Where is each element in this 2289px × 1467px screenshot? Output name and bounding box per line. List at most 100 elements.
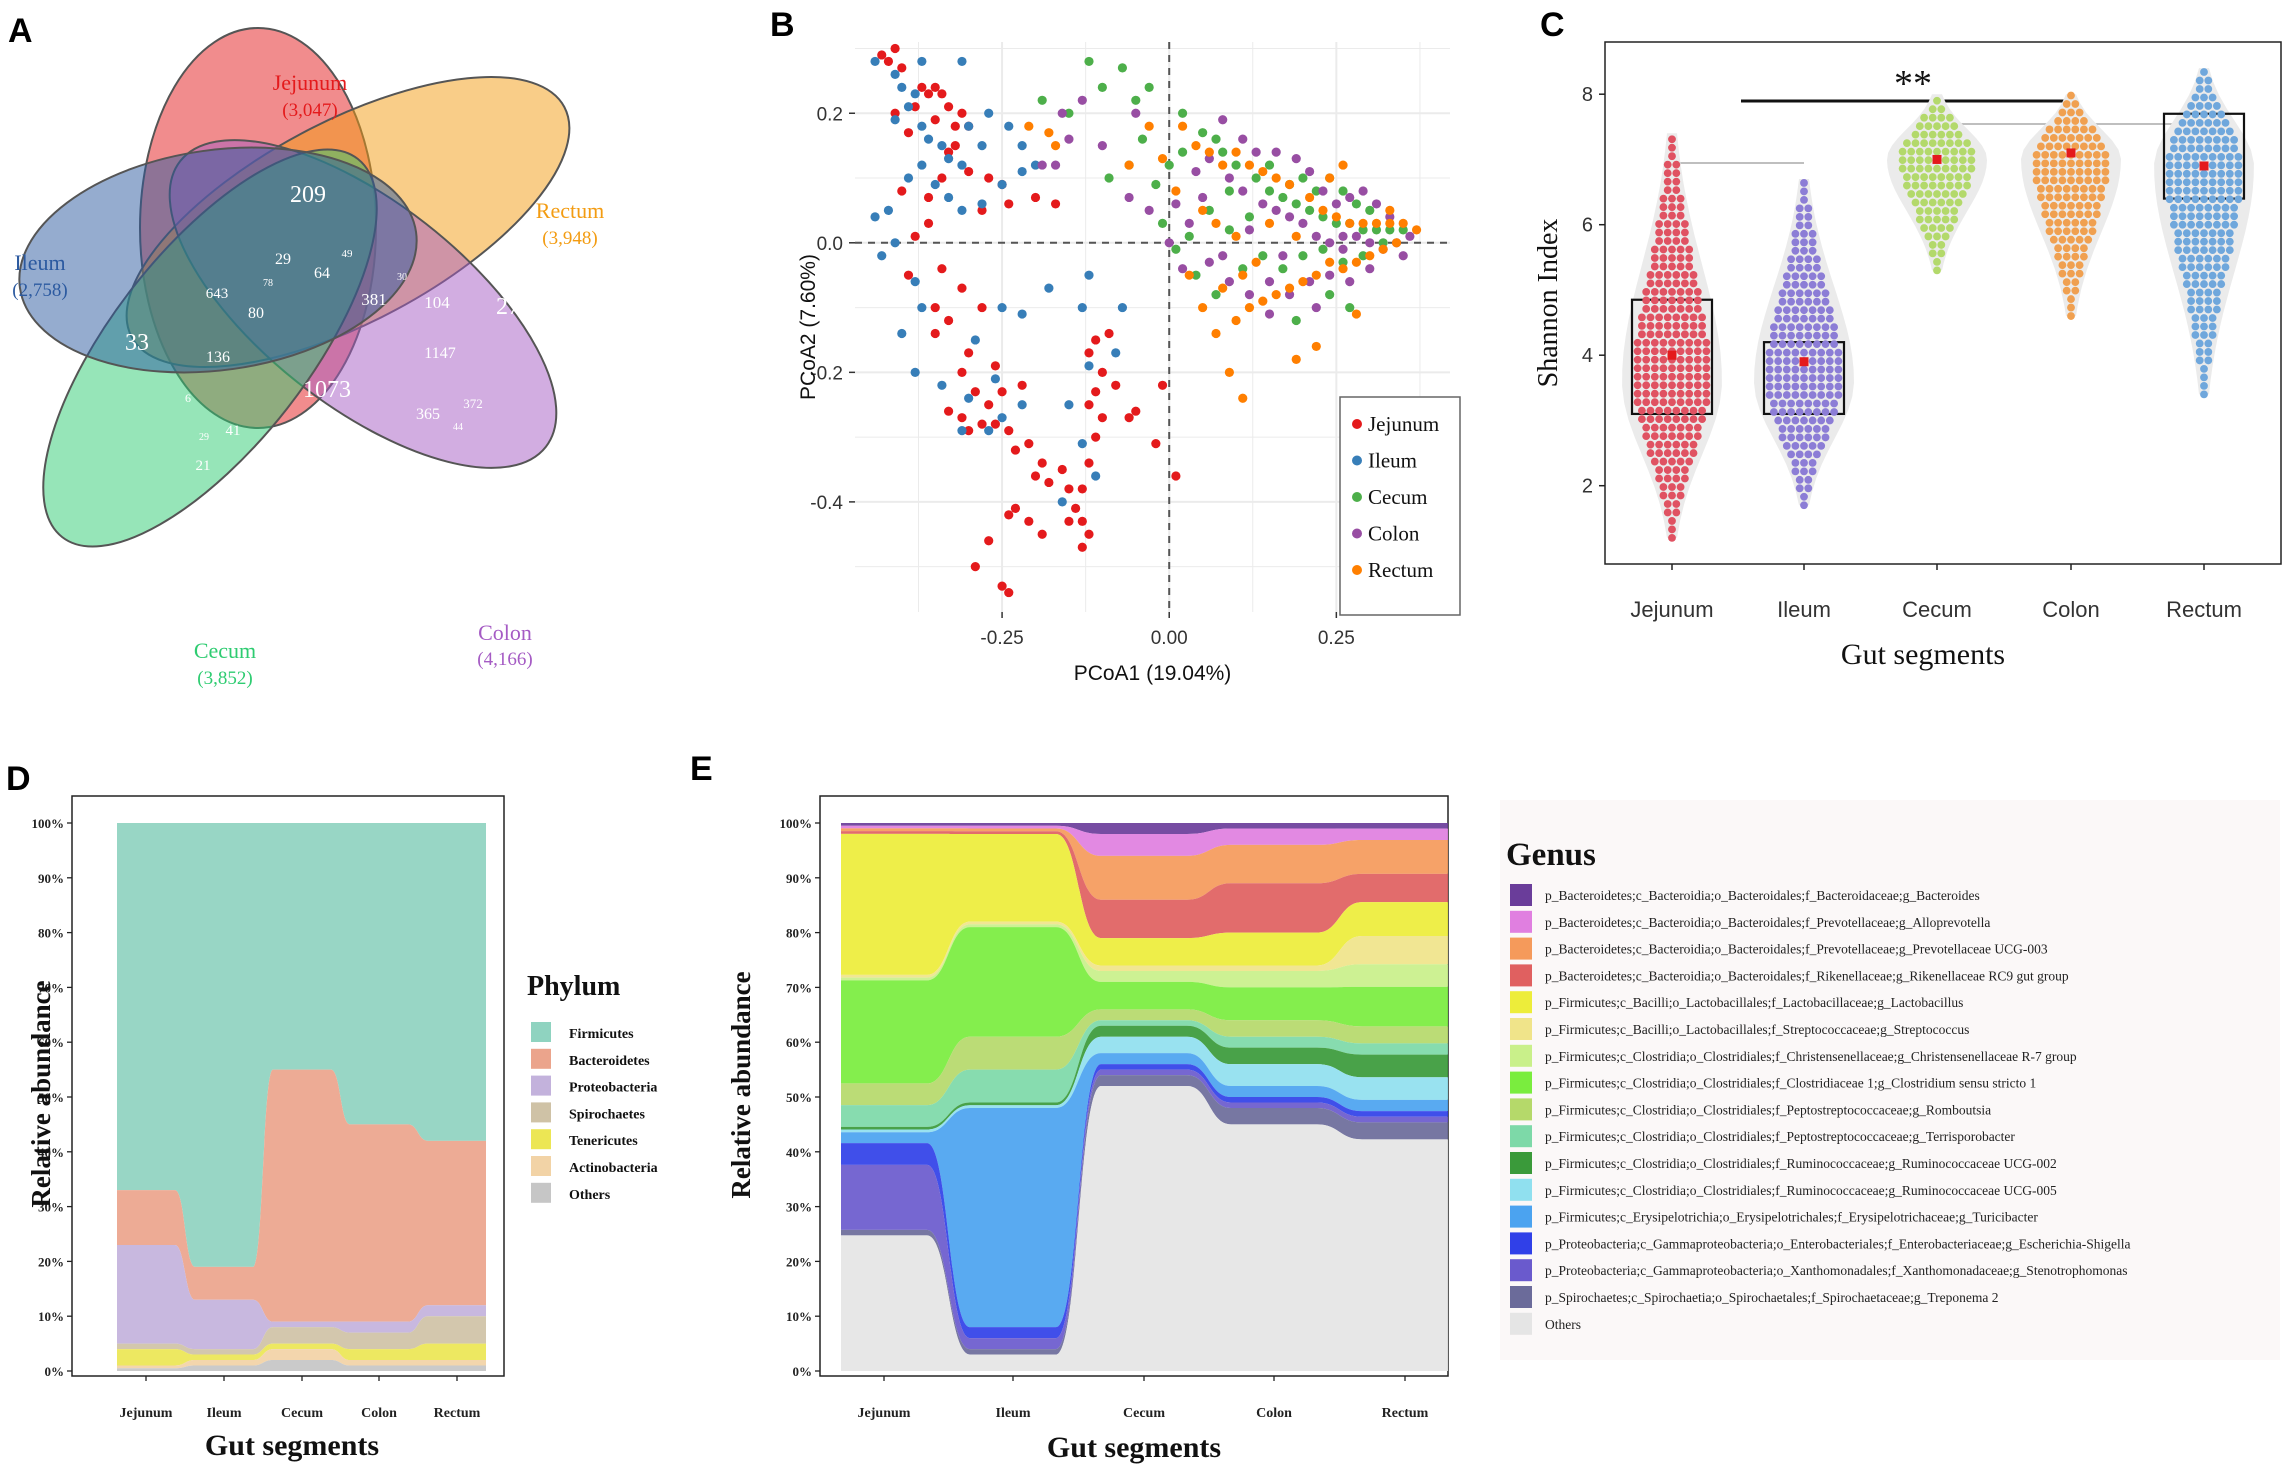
genus-plot: 0% 10% 20% 30% 40% 50% 60% 70% 80% 90% 100% Jejunum… bbox=[726, 795, 2280, 1464]
shannon-dot-colon bbox=[2075, 134, 2084, 142]
pcoa-point-cecum bbox=[1191, 270, 1201, 280]
shannon-dot-cecum bbox=[1928, 105, 1937, 114]
shannon-dot-ileum bbox=[1787, 340, 1795, 349]
shannon-dot-jejunum bbox=[1681, 406, 1689, 415]
pcoa-x-axis-label: PCoA1 (19.04%) bbox=[1074, 662, 1232, 685]
shannon-dot-jejunum bbox=[1676, 372, 1685, 381]
pcoa-point-ileum bbox=[1057, 497, 1067, 507]
pcoa-point-cecum bbox=[1358, 251, 1368, 261]
shannon-dot-jejunum bbox=[1668, 491, 1676, 500]
shannon-dot-rectum bbox=[2174, 161, 2183, 170]
shannon-dot-ileum bbox=[1782, 272, 1791, 281]
venn-region-count: 8 bbox=[439, 464, 447, 480]
shannon-dot-jejunum bbox=[1663, 330, 1672, 339]
shannon-dot-rectum bbox=[2208, 246, 2217, 255]
shannon-dot-ileum bbox=[1795, 399, 1804, 408]
pcoa-point-cecum bbox=[1365, 205, 1375, 216]
shannon-dot-cecum bbox=[1941, 156, 1950, 165]
shannon-dot-jejunum bbox=[1672, 313, 1681, 322]
shannon-dot-cecum bbox=[1907, 164, 1916, 173]
shannon-dot-rectum bbox=[2165, 161, 2174, 170]
pcoa-point-jejunum bbox=[930, 302, 940, 313]
shannon-dot-ileum bbox=[1795, 289, 1804, 298]
shannon-dot-rectum bbox=[2178, 203, 2187, 212]
shannon-dot-ileum bbox=[1834, 382, 1843, 391]
shannon-dot-rectum bbox=[2195, 288, 2204, 297]
shannon-dot-jejunum bbox=[1668, 381, 1676, 390]
shannon-dot-rectum bbox=[2195, 263, 2204, 272]
pcoa-point-ileum bbox=[1111, 348, 1121, 358]
pcoa-point-rectum bbox=[1244, 302, 1255, 313]
pcoa-ytick-label: 0.2 bbox=[817, 104, 843, 125]
shannon-dot-ileum bbox=[1782, 382, 1791, 391]
shannon-dot-ileum bbox=[1770, 408, 1778, 416]
pcoa-point-ileum bbox=[890, 115, 900, 125]
shannon-dot-cecum bbox=[1941, 207, 1950, 215]
shannon-dot-colon bbox=[2041, 201, 2050, 210]
shannon-dot-ileum bbox=[1817, 272, 1826, 281]
shannon-dot-ileum bbox=[1804, 255, 1813, 264]
venn-region-count: 318 bbox=[352, 528, 373, 543]
shannon-dot-jejunum bbox=[1659, 355, 1668, 364]
genus-x-axis-label: Gut segments bbox=[1047, 1431, 1221, 1464]
shannon-dot-colon bbox=[2084, 134, 2093, 142]
shannon-dot-rectum bbox=[2191, 127, 2200, 136]
pcoa-point-jejunum bbox=[897, 186, 907, 196]
genus-legend-swatch bbox=[1510, 910, 1532, 933]
pcoa-point-colon bbox=[1164, 238, 1174, 248]
pcoa-point-colon bbox=[1238, 186, 1248, 196]
shannon-dot-colon bbox=[2092, 167, 2101, 176]
shannon-dot-rectum bbox=[2200, 365, 2208, 373]
pcoa-point-jejunum bbox=[1037, 529, 1047, 539]
shannon-dot-rectum bbox=[2217, 280, 2226, 288]
shannon-dot-colon bbox=[2062, 117, 2071, 125]
shannon-dot-rectum bbox=[2191, 178, 2200, 187]
pcoa-point-rectum bbox=[1345, 218, 1355, 228]
shannon-dot-jejunum bbox=[1668, 389, 1676, 398]
pcoa-point-colon bbox=[1097, 141, 1107, 151]
phylum-legend-swatch bbox=[531, 1129, 551, 1150]
shannon-dot-colon bbox=[2067, 312, 2075, 320]
pcoa-point-jejunum bbox=[1010, 445, 1021, 455]
shannon-dot-jejunum bbox=[1663, 500, 1672, 508]
shannon-dot-jejunum bbox=[1668, 423, 1676, 432]
shannon-dot-rectum bbox=[2191, 169, 2200, 178]
pcoa-point-cecum bbox=[1177, 147, 1188, 157]
shannon-dot-colon bbox=[2041, 159, 2050, 168]
shannon-dot-rectum bbox=[2200, 271, 2208, 280]
genus-legend-swatch bbox=[1510, 1312, 1532, 1335]
shannon-dot-colon bbox=[2037, 184, 2045, 193]
phylum-legend-swatch bbox=[531, 1182, 551, 1203]
shannon-dot-cecum bbox=[1915, 122, 1924, 131]
shannon-dot-jejunum bbox=[1668, 152, 1676, 161]
pcoa-point-colon bbox=[1077, 95, 1087, 105]
shannon-dot-cecum bbox=[1911, 181, 1920, 190]
pcoa-legend-label: Ileum bbox=[1368, 449, 1417, 473]
pcoa-point-ileum bbox=[957, 56, 967, 67]
shannon-dot-colon bbox=[2088, 218, 2097, 227]
pcoa-point-cecum bbox=[1177, 108, 1188, 118]
shannon-dot-cecum bbox=[1928, 181, 1937, 190]
pcoa-point-jejunum bbox=[950, 121, 960, 131]
venn-set-total: (2,758) bbox=[12, 280, 67, 301]
venn-set-total: (4,166) bbox=[477, 649, 532, 670]
pcoa-point-colon bbox=[1284, 290, 1295, 300]
shannon-dot-jejunum bbox=[1659, 381, 1668, 390]
pcoa-point-ileum bbox=[903, 173, 914, 183]
shannon-dot-ileum bbox=[1778, 408, 1787, 416]
shannon-dot-jejunum bbox=[1633, 398, 1642, 407]
genus-legend-swatch bbox=[1510, 1098, 1532, 1121]
alluvial-ytick-label: 10% bbox=[786, 1309, 812, 1324]
shannon-dot-rectum bbox=[2234, 186, 2243, 195]
shannon-dot-cecum bbox=[1928, 198, 1937, 207]
shannon-dot-rectum bbox=[2204, 144, 2213, 153]
shannon-dot-cecum bbox=[1924, 147, 1933, 156]
pcoa-point-ileum bbox=[1084, 361, 1094, 371]
shannon-dot-colon bbox=[2062, 184, 2071, 193]
shannon-dot-ileum bbox=[1821, 408, 1830, 416]
panel-label-b: B bbox=[770, 6, 795, 44]
pcoa-legend-marker bbox=[1352, 528, 1362, 539]
shannon-dot-colon bbox=[2071, 142, 2080, 151]
pcoa-point-ileum bbox=[957, 205, 967, 216]
shannon-dot-colon bbox=[2062, 100, 2071, 108]
